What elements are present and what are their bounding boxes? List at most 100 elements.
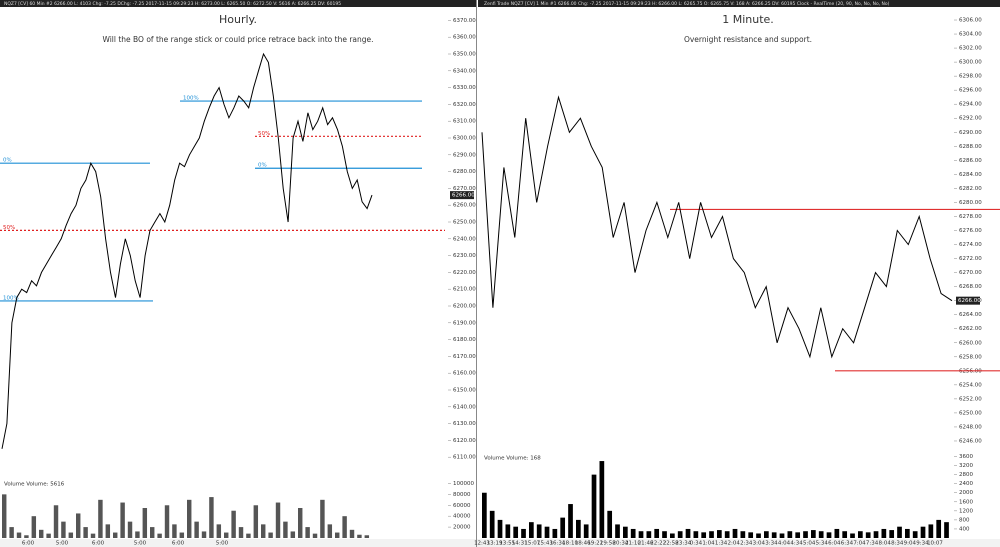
volume-bar — [16, 532, 22, 538]
volume-bar — [135, 531, 140, 538]
level-label: 0% — [3, 158, 12, 164]
x-tick-label: 4:34 — [790, 541, 803, 547]
x-tick-label: 21:46 — [638, 541, 654, 547]
volume-bar — [897, 526, 902, 538]
x-tick-label: 5:34 — [816, 541, 829, 547]
status-bar — [0, 0, 476, 7]
y-tick-label: 6180.00 — [453, 337, 476, 343]
last-price-box — [450, 191, 474, 200]
volume-bar — [335, 532, 340, 538]
x-tick-label: 20:34 — [612, 541, 628, 547]
volume-label: Volume Volume: 168 — [484, 456, 541, 462]
volume-bar — [552, 528, 558, 538]
y-tick-label: 6350.00 — [453, 52, 476, 58]
volume-bar — [164, 505, 170, 538]
volume-bar — [268, 532, 273, 538]
y-tick-label: 6294.00 — [959, 102, 982, 108]
y-tick-label: 6110.00 — [453, 455, 476, 461]
price-line — [481, 95, 953, 359]
y-tick-label: 6170.00 — [453, 354, 476, 360]
volume-tick-label: 100000 — [453, 481, 474, 487]
volume-bar — [238, 527, 244, 538]
volume-bar — [717, 530, 722, 538]
volume-bar — [150, 527, 155, 538]
y-tick-label: 6254.00 — [959, 382, 982, 388]
volume-bar — [179, 532, 185, 538]
x-tick-label: 9:34 — [916, 541, 929, 547]
volume-bar — [120, 502, 125, 538]
y-tick-label: 6298.00 — [959, 74, 982, 80]
y-tick-label: 6252.00 — [959, 396, 982, 402]
volume-bar — [544, 526, 550, 538]
volume-bar — [787, 531, 793, 538]
level-label: 0% — [258, 163, 267, 169]
y-tick-label: 6150.00 — [453, 388, 476, 394]
x-tick-label: 12:43 — [474, 541, 490, 547]
volume-tick-label: 80000 — [453, 492, 471, 498]
x-tick-label: 15:43 — [537, 541, 553, 547]
level-label: 50% — [3, 225, 15, 231]
x-tick-label: 7:04 — [853, 541, 866, 547]
volume-bar — [142, 508, 148, 538]
volume-bar — [61, 521, 66, 538]
volume-bar — [489, 510, 495, 538]
chart-subtitle: Overnight resistance and support. — [684, 35, 812, 44]
volume-tick-label: 3200 — [959, 463, 973, 469]
volume-bar — [505, 524, 511, 538]
x-tick-label: 6:04 — [828, 541, 841, 547]
volume-bar — [536, 524, 542, 538]
y-tick-label: 6304.00 — [959, 32, 982, 38]
y-tick-label: 6280.00 — [959, 200, 982, 206]
volume-bar — [305, 527, 310, 538]
volume-bar — [630, 528, 636, 538]
volume-bar — [654, 528, 660, 538]
volume-bar — [9, 527, 14, 538]
x-tick-label: 3:34 — [765, 541, 778, 547]
volume-bar — [246, 533, 251, 538]
volume-bar — [646, 531, 652, 538]
x-tick-label: 10:07 — [927, 541, 943, 547]
volume-bar — [53, 505, 59, 538]
volume-bar — [638, 531, 644, 538]
volume-bar — [771, 532, 777, 538]
volume-bar — [482, 492, 487, 538]
volume-bar — [172, 524, 177, 538]
x-tick-label: 16:34 — [550, 541, 566, 547]
y-tick-label: 6274.00 — [959, 242, 982, 248]
y-tick-label: 6286.00 — [959, 158, 982, 164]
volume-bar — [312, 533, 318, 538]
y-tick-label: 6270.00 — [453, 186, 476, 192]
volume-bar — [201, 531, 207, 538]
volume-bar — [560, 517, 566, 538]
volume-bar — [357, 534, 362, 538]
volume-tick-label: 20000 — [453, 525, 471, 531]
volume-bar — [944, 522, 949, 538]
volume-tick-label: 1200 — [959, 508, 973, 514]
volume-bar — [290, 531, 296, 538]
volume-bar — [583, 524, 589, 538]
volume-bar — [39, 529, 44, 538]
x-tick-label: 3:04 — [753, 541, 766, 547]
volume-bar — [283, 521, 288, 538]
volume-bar — [607, 510, 613, 538]
volume-bar — [576, 519, 581, 538]
volume-bar — [157, 533, 162, 538]
x-tick-label: 8:04 — [878, 541, 891, 547]
volume-bar — [912, 531, 918, 538]
y-tick-label: 6290.00 — [959, 130, 982, 136]
volume-bar — [858, 531, 863, 538]
status-text: Zenfi Trade NQZ7 [CV] 1 Min #1 6266.00 C… — [484, 1, 890, 7]
y-tick-label: 6210.00 — [453, 287, 476, 293]
x-tick-label: 6:00 — [22, 541, 35, 547]
y-tick-label: 6290.00 — [453, 152, 476, 158]
volume-tick-label: 400 — [959, 526, 970, 532]
volume-bar — [90, 533, 96, 538]
x-tick-label: 5:00 — [56, 541, 69, 547]
volume-bar — [194, 521, 199, 538]
volume-bar — [905, 528, 910, 538]
x-tick-label: 22:22 — [650, 541, 666, 547]
y-tick-label: 6246.00 — [959, 438, 982, 444]
x-tick-label: 6:00 — [172, 541, 185, 547]
y-tick-label: 6220.00 — [453, 270, 476, 276]
